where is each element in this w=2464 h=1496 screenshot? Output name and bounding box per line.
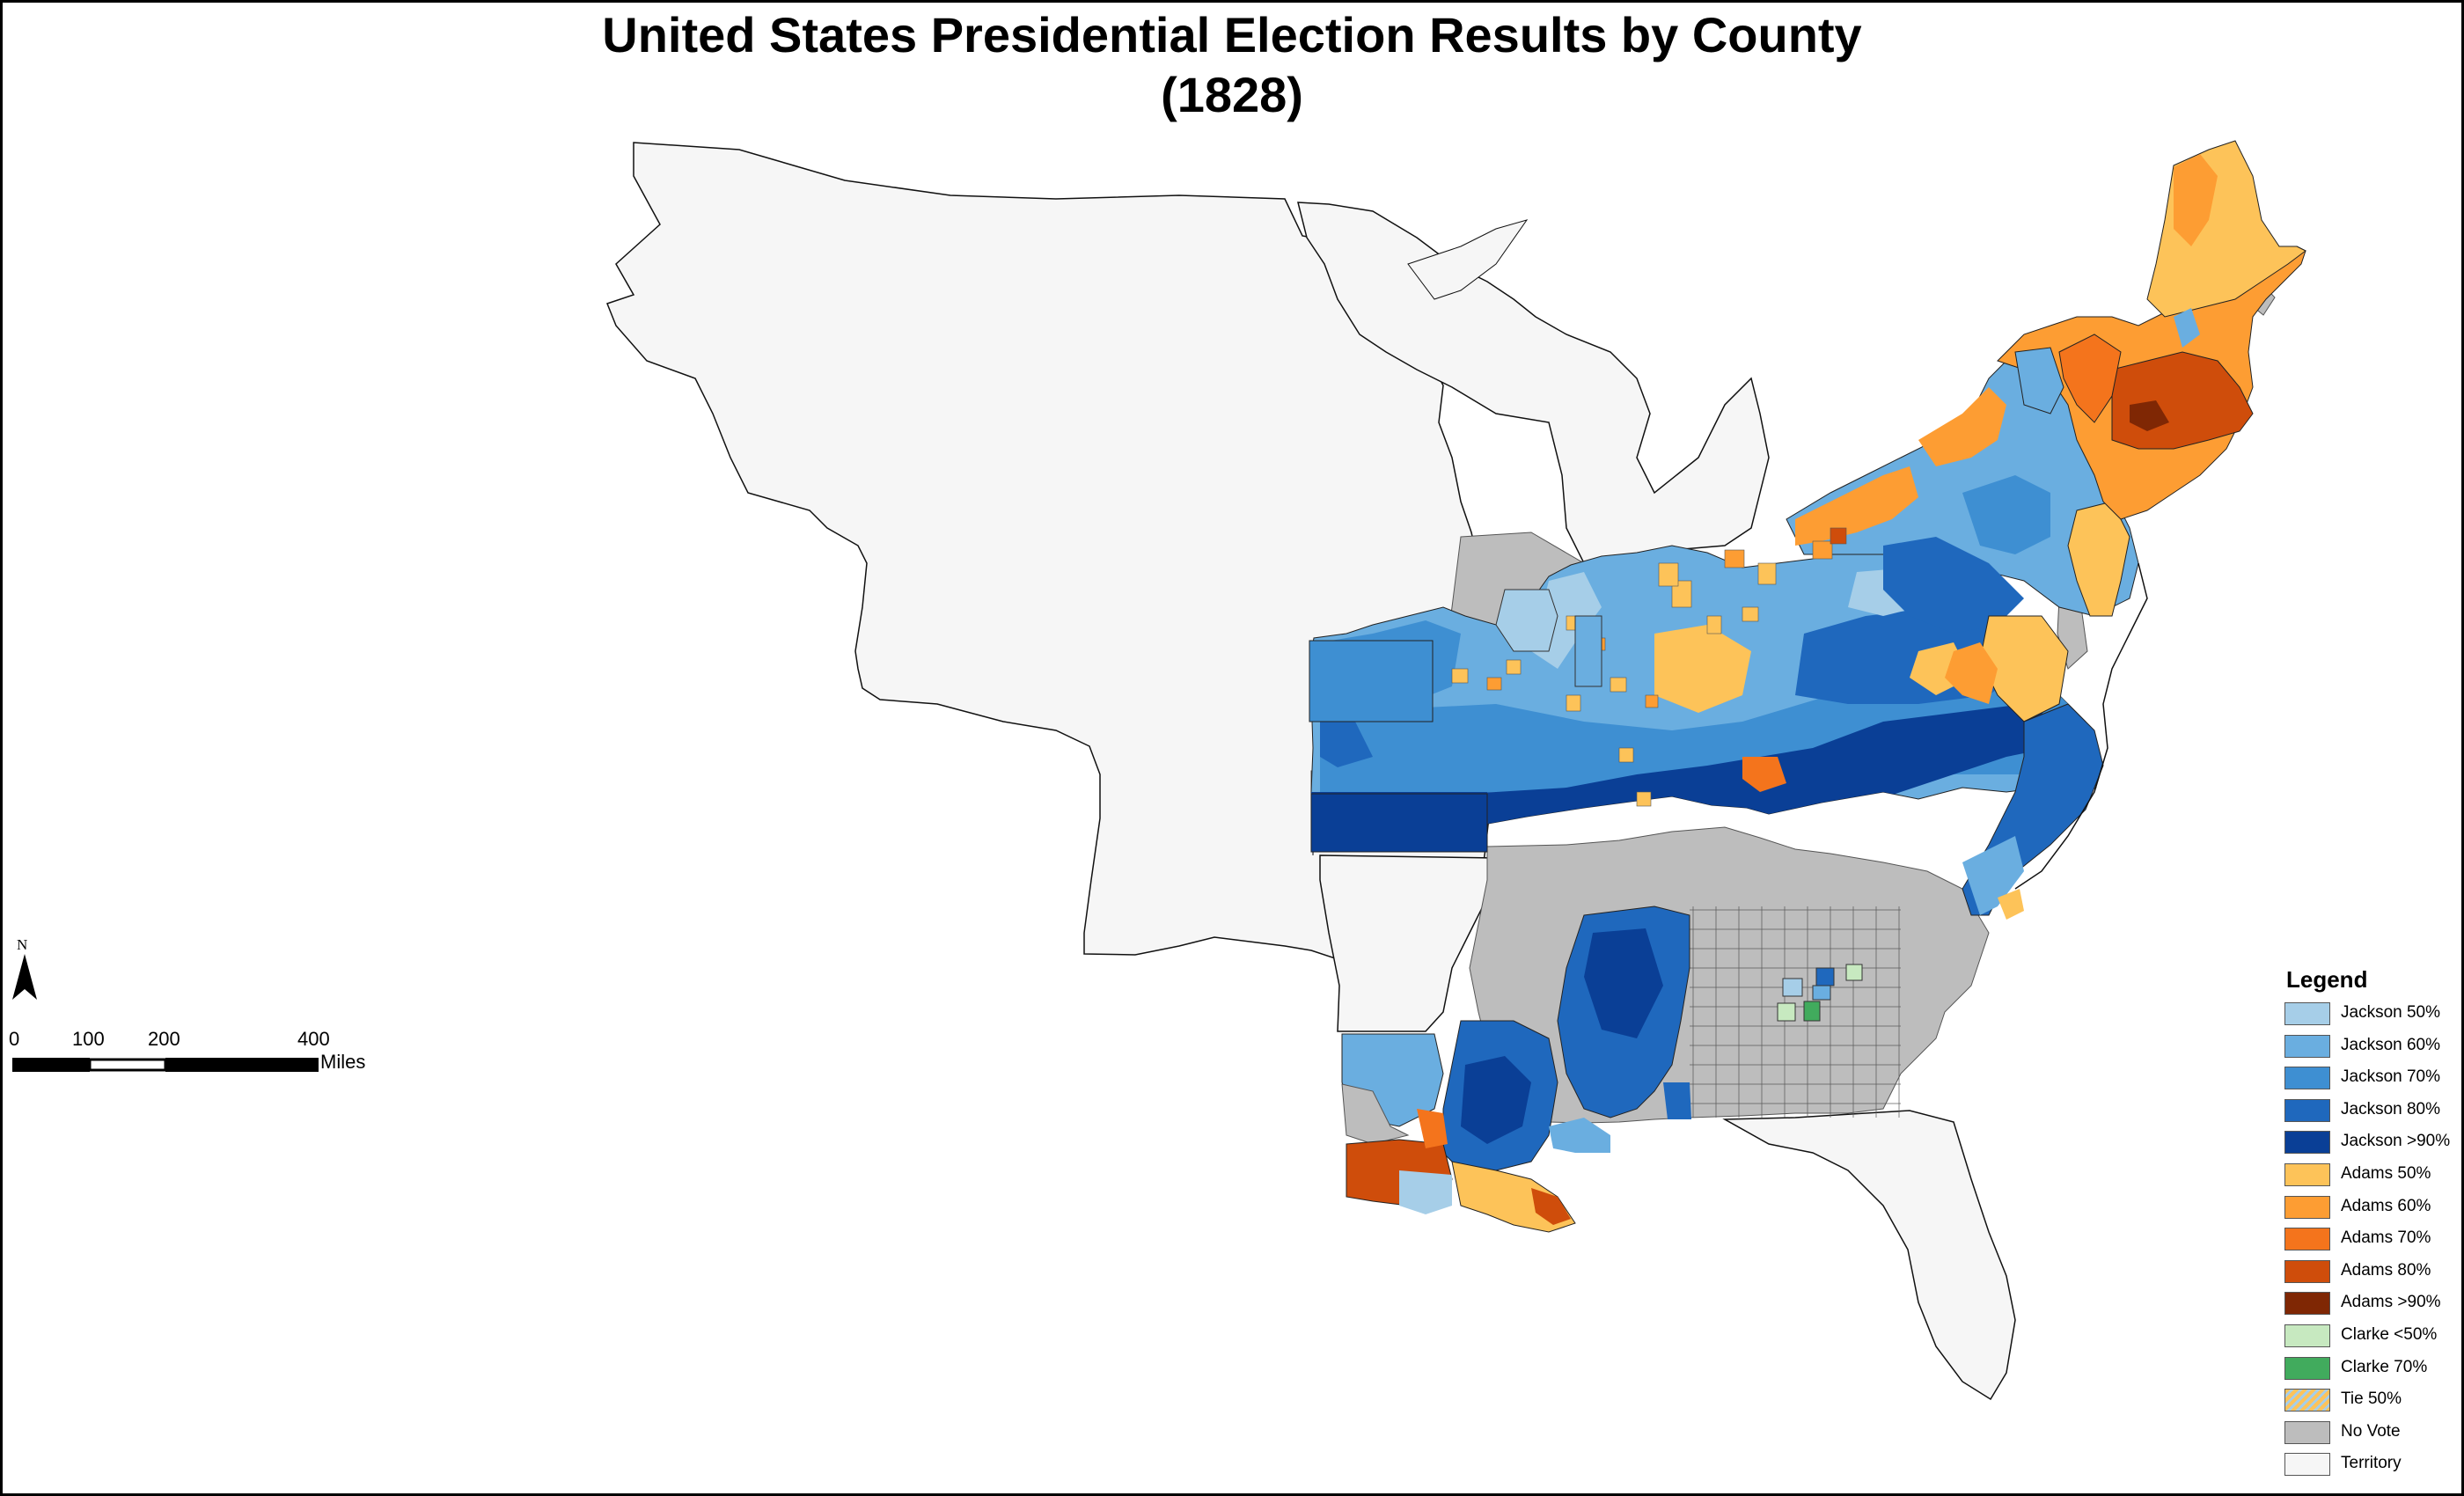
legend-label: Territory — [2341, 1454, 2402, 1473]
legend-swatch — [2284, 1453, 2330, 1477]
legend-swatch — [2284, 1324, 2330, 1347]
legend-row: Territory — [2284, 1451, 2460, 1484]
region-alabama-blocks — [1663, 1082, 1691, 1119]
region-tennessee — [1311, 704, 2059, 855]
legend-label: Clarke 70% — [2341, 1357, 2428, 1376]
legend-row: Jackson 80% — [2284, 1097, 2460, 1130]
legend-swatch — [2284, 1162, 2330, 1186]
title-line-2: (1828) — [1161, 67, 1303, 122]
territory-florida — [1722, 1110, 2016, 1401]
legend-swatch — [2284, 1389, 2330, 1412]
scale-unit-label: Miles — [320, 1051, 366, 1073]
scale-bar — [12, 1058, 319, 1072]
region-adams-ny-north — [1918, 387, 2006, 466]
legend-label: Jackson >90% — [2341, 1132, 2451, 1151]
legend-label: Jackson 80% — [2341, 1099, 2441, 1118]
legend-swatch — [2284, 1195, 2330, 1219]
legend-label: Jackson 50% — [2341, 1003, 2441, 1022]
region-georgia-jackson-c — [1812, 985, 1831, 1001]
legend-swatch — [2284, 1420, 2330, 1444]
legend-row: Adams 60% — [2284, 1194, 2460, 1227]
region-clarke-70 — [1803, 1001, 1821, 1022]
legend-row: No Vote — [2284, 1419, 2460, 1452]
legend-swatch — [2284, 1067, 2330, 1090]
legend-swatch — [2284, 1259, 2330, 1283]
region-vt-nh — [2058, 334, 2122, 423]
legend-row: Jackson >90% — [2284, 1129, 2460, 1162]
legend-label: No Vote — [2341, 1421, 2401, 1441]
legend-swatch — [2284, 1034, 2330, 1058]
region-pa-dark — [1883, 537, 2024, 634]
territory-arkansas — [1319, 854, 1497, 1032]
legend-swatch — [2284, 1292, 2330, 1316]
legend-swatch — [2284, 1002, 2330, 1025]
legend-row: Tie 50% — [2284, 1387, 2460, 1419]
legend-row: Jackson 60% — [2284, 1033, 2460, 1066]
region-maine-jackson — [2174, 308, 2200, 348]
region-mississippi-light — [1549, 1118, 1610, 1153]
region-nc-adams — [1998, 889, 2024, 920]
region-mass-dark — [2130, 400, 2169, 431]
region-missouri-block — [1310, 793, 1488, 853]
north-arrow-icon — [12, 954, 37, 1000]
scale-tick-0: 0 — [9, 1028, 20, 1050]
region-louisiana-adams60 — [1417, 1109, 1448, 1148]
region-georgia-jackson — [1782, 978, 1803, 997]
region-louisiana-light — [1399, 1170, 1452, 1214]
legend-swatch — [2284, 1098, 2330, 1122]
legend-label: Jackson 60% — [2341, 1035, 2441, 1054]
region-nh-jackson — [2014, 347, 2064, 414]
region-missouri-west — [1309, 640, 1434, 722]
legend-label: Jackson 70% — [2341, 1067, 2441, 1087]
scale-tick-200: 200 — [148, 1028, 180, 1050]
legend-row: Adams 50% — [2284, 1162, 2460, 1194]
legend-label: Clarke <50% — [2341, 1324, 2438, 1344]
legend-row: Adams >90% — [2284, 1290, 2460, 1323]
region-adams-dark-ny — [1830, 527, 1847, 545]
region-alabama-dark — [1584, 928, 1663, 1038]
title-line-1: United States Presidential Election Resu… — [602, 7, 1862, 62]
legend-label: Adams 50% — [2341, 1163, 2431, 1183]
region-louisiana-delta-dark — [1531, 1188, 1571, 1225]
scale-tick-100: 100 — [72, 1028, 105, 1050]
legend-row: Clarke 70% — [2284, 1355, 2460, 1388]
region-maine-orange — [2174, 154, 2218, 246]
legend-label: Adams 60% — [2341, 1196, 2431, 1215]
territory-michigan — [1297, 202, 1770, 564]
legend-items: Jackson 50% Jackson 60% Jackson 70% Jackson… — [2284, 1001, 2460, 1484]
region-clarke-50 — [1777, 1002, 1796, 1022]
region-indiana-light — [1495, 589, 1558, 652]
region-maryland — [1945, 642, 1998, 704]
region-clarke-50-b — [1845, 964, 1863, 981]
territory-lake-superior-shore — [1407, 219, 1529, 300]
legend-row: Adams 80% — [2284, 1258, 2460, 1291]
legend-row: Jackson 70% — [2284, 1065, 2460, 1097]
region-nc-south — [1962, 836, 2024, 915]
region-mississippi-dark — [1461, 1056, 1531, 1144]
scale-tick-400: 400 — [297, 1028, 330, 1050]
legend-label: Tie 50% — [2341, 1390, 2402, 1409]
east-coast-outline — [2014, 562, 2148, 890]
region-georgia-jackson-b — [1815, 967, 1835, 986]
legend-label: Adams >90% — [2341, 1293, 2441, 1312]
legend-swatch — [2284, 1356, 2330, 1380]
legend-row: Adams 70% — [2284, 1226, 2460, 1258]
region-louisiana-novote — [1341, 1083, 1410, 1145]
region-adams-ny-west — [1795, 466, 1918, 546]
legend-swatch — [2284, 1131, 2330, 1155]
legend: Legend Jackson 50% Jackson 60% Jackson 70%… — [2284, 966, 2460, 1484]
legend-title: Legend — [2286, 966, 2368, 993]
map-title: United States Presidential Election Resu… — [0, 5, 2464, 125]
legend-row: Jackson 50% — [2284, 1001, 2460, 1033]
legend-row: Clarke <50% — [2284, 1323, 2460, 1355]
region-pa-mid — [1962, 475, 2050, 554]
region-illinois-blocks — [1574, 615, 1602, 687]
legend-label: Adams 70% — [2341, 1228, 2431, 1248]
region-maine — [2146, 140, 2306, 318]
legend-label: Adams 80% — [2341, 1260, 2431, 1280]
legend-swatch — [2284, 1228, 2330, 1251]
north-arrow-label: N — [17, 936, 28, 953]
